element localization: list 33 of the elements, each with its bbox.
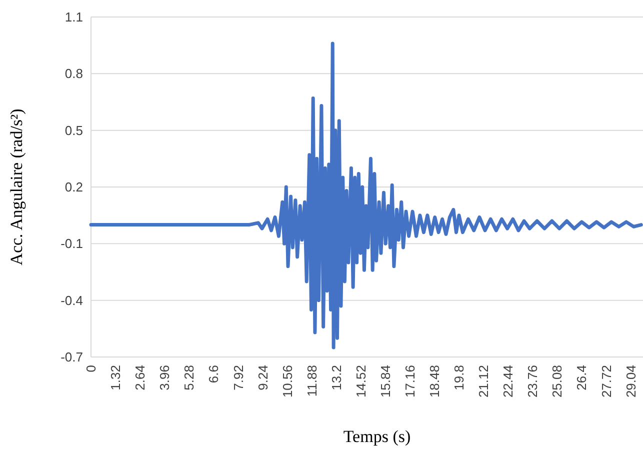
y-tick-label: 0.2 bbox=[64, 180, 83, 195]
x-tick-label: 3.96 bbox=[157, 365, 172, 390]
x-tick-label: 19.8 bbox=[452, 365, 467, 390]
x-tick-label: 11.88 bbox=[304, 365, 320, 397]
x-tick-label: 18.48 bbox=[427, 365, 442, 398]
y-tick-label: -0.1 bbox=[60, 236, 83, 252]
line-series bbox=[89, 42, 643, 350]
y-tick-label: -0.4 bbox=[60, 292, 83, 308]
x-tick-label: 15.84 bbox=[378, 365, 393, 398]
y-tick-label: 1.1 bbox=[64, 10, 83, 25]
x-tick-label: 14.52 bbox=[353, 365, 368, 398]
x-tick-label: 23.76 bbox=[525, 365, 540, 398]
x-axis-title: Temps (s) bbox=[343, 427, 411, 446]
y-tick-label: 0.5 bbox=[64, 122, 83, 138]
x-tick-label: 29.04 bbox=[623, 365, 638, 398]
x-tick-label: 7.92 bbox=[230, 365, 246, 390]
x-tick-label: 9.24 bbox=[255, 365, 270, 390]
x-tick-label: 27.72 bbox=[598, 365, 614, 398]
x-tick-label: 10.56 bbox=[280, 365, 295, 398]
x-tick-label: 17.16 bbox=[402, 365, 418, 398]
x-tick-label: 6.6 bbox=[206, 365, 222, 384]
x-tick-label: 13.2 bbox=[328, 365, 344, 390]
x-tick-label: 21.12 bbox=[476, 365, 492, 398]
x-tick-label: 26.4 bbox=[574, 365, 590, 390]
y-tick-label: -0.7 bbox=[60, 350, 83, 365]
x-tick-label: 22.44 bbox=[500, 365, 516, 398]
x-tick-label: 1.32 bbox=[108, 365, 124, 390]
x-tick-label: 0 bbox=[84, 365, 99, 372]
x-tick-label: 2.64 bbox=[132, 365, 148, 390]
y-axis-title: Acc. Angulaire (rad/s²) bbox=[7, 108, 26, 266]
x-tick-label: 25.08 bbox=[550, 365, 565, 398]
y-tick-label: 0.8 bbox=[64, 66, 83, 82]
x-tick-label: 5.28 bbox=[182, 365, 197, 390]
